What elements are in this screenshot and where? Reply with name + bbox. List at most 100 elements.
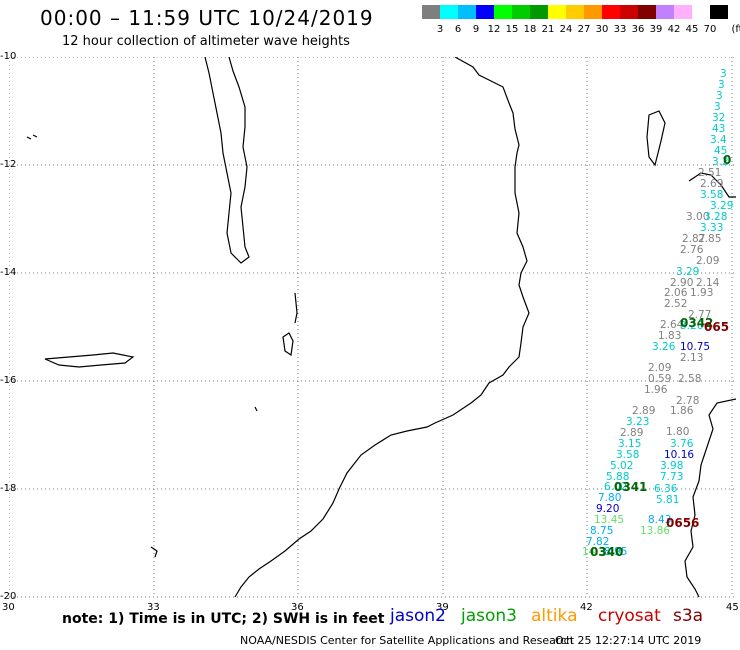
lat-label: -12 (0, 159, 17, 170)
lon-label: 42 (580, 602, 593, 613)
swh-value: 1.80 (666, 426, 689, 438)
swh-value: 6.36 (654, 483, 678, 495)
legend-level: 42 (667, 24, 681, 35)
satellite-altika: altika (531, 606, 578, 626)
swh-value: 3.58 (616, 449, 639, 461)
swh-value: 2.09 (696, 255, 719, 267)
satellite-s3a: s3a (673, 606, 704, 626)
legend-swatch (566, 5, 584, 19)
swh-value: 2.52 (664, 298, 687, 310)
legend-level: 39 (649, 24, 663, 35)
swh-value: 32 (712, 112, 725, 124)
swh-value: 3.23 (626, 416, 649, 428)
lat-label: -20 (0, 591, 17, 602)
legend-swatch (656, 5, 674, 19)
legend-level: 9 (472, 24, 480, 35)
swh-value: 14.31 (582, 546, 612, 558)
swh-value: 1.83 (658, 330, 681, 342)
swh-value: 3.33 (700, 222, 723, 234)
graticule (9, 57, 736, 598)
swh-value: 9.20 (596, 503, 619, 515)
track-id: 0340 (590, 545, 623, 559)
swh-value: 0.59 (648, 373, 671, 385)
swh-value: 3.29 (710, 200, 733, 212)
swh-value: 2.51 (698, 167, 721, 179)
swh-value: 3.76 (670, 438, 694, 450)
swh-value: 3.58 (700, 189, 723, 201)
lat-label: -10 (0, 51, 17, 62)
swh-value: 3 (718, 79, 725, 91)
swh-value: 3.98 (660, 460, 683, 472)
swh-value: 13.45 (594, 514, 624, 526)
swh-value: 2.77 (688, 309, 711, 321)
legend-swatch (476, 5, 494, 19)
map-title: 00:00 – 11:59 UTC 10/24/2019 (40, 6, 374, 30)
swh-value: 8.43 (648, 514, 671, 526)
swh-value: 2.90 (670, 277, 693, 289)
swh-value: 6.02 (604, 481, 627, 493)
lat-label: -18 (0, 483, 17, 494)
swh-value: 10.16 (664, 449, 694, 461)
swh-value: 1.93 (690, 287, 713, 299)
swh-value: 2.09 (648, 362, 671, 374)
legend-swatch (638, 5, 656, 19)
legend-level: 15 (505, 24, 519, 35)
swh-value: 43 (712, 123, 725, 135)
legend-level: 33 (613, 24, 627, 35)
legend-level: 12 (487, 24, 501, 35)
lon-label: 39 (436, 602, 449, 613)
swh-value: 2.89 (620, 427, 643, 439)
legend-level: 24 (559, 24, 573, 35)
altimeter-map: 333332433.4453.22.512.693.583.293.003.28… (9, 57, 736, 598)
legend-level: 3 (436, 24, 444, 35)
legend-swatch (548, 5, 566, 19)
legend-swatch (602, 5, 620, 19)
legend-level: 6 (454, 24, 462, 35)
swh-value: 2.13 (680, 352, 703, 364)
legend-swatch (530, 5, 548, 19)
swh-value: 3 (714, 101, 721, 113)
legend-level: 36 (631, 24, 645, 35)
legend-swatch (494, 5, 512, 19)
track-id: 0342 (680, 316, 713, 330)
swh-value: 2.89 (632, 405, 655, 417)
swh-value: 7.82 (586, 536, 609, 548)
lon-label: 33 (147, 602, 160, 613)
lat-label: -16 (0, 375, 17, 386)
legend-level: 27 (577, 24, 591, 35)
legend-swatch (440, 5, 458, 19)
swh-value: 2.64 (660, 319, 684, 331)
swh-value: 5.02 (610, 460, 633, 472)
swh-value: 3 (716, 90, 723, 102)
swh-value: 3.26 (652, 341, 676, 353)
swh-value: 13.86 (640, 525, 670, 537)
lon-label: 30 (2, 602, 15, 613)
swh-value: 3.4 (710, 134, 727, 146)
legend-swatch (458, 5, 476, 19)
legend-swatch (620, 5, 638, 19)
legend-level: 30 (595, 24, 609, 35)
swh-value: 2.14 (696, 277, 720, 289)
swh-value: 10.75 (680, 341, 710, 353)
legend-swatch (674, 5, 692, 19)
map-subtitle: 12 hour collection of altimeter wave hei… (62, 34, 350, 49)
track-id: 0341 (614, 480, 647, 494)
observation-labels: 333332433.4453.22.512.693.583.293.003.28… (582, 68, 733, 558)
swh-value: 3.15 (618, 438, 641, 450)
legend-level: 21 (541, 24, 555, 35)
swh-value: 2.69 (700, 178, 723, 190)
swh-value: 5.81 (656, 494, 679, 506)
legend-swatch (584, 5, 602, 19)
swh-value: 1.96 (644, 384, 668, 396)
swh-value: 2.85 (698, 233, 721, 245)
legend-unit: (ft) (731, 24, 740, 35)
credit-line: NOAA/NESDIS Center for Satellite Applica… (240, 634, 574, 647)
lat-label: -14 (0, 267, 17, 278)
satellite-cryosat: cryosat (598, 606, 661, 626)
legend-level: 70 (703, 24, 717, 35)
legend-level: 18 (523, 24, 537, 35)
legend-swatch (692, 5, 710, 19)
generated-time: Oct 25 12:27:14 UTC 2019 (555, 634, 702, 647)
swh-value: 5.88 (606, 471, 629, 483)
